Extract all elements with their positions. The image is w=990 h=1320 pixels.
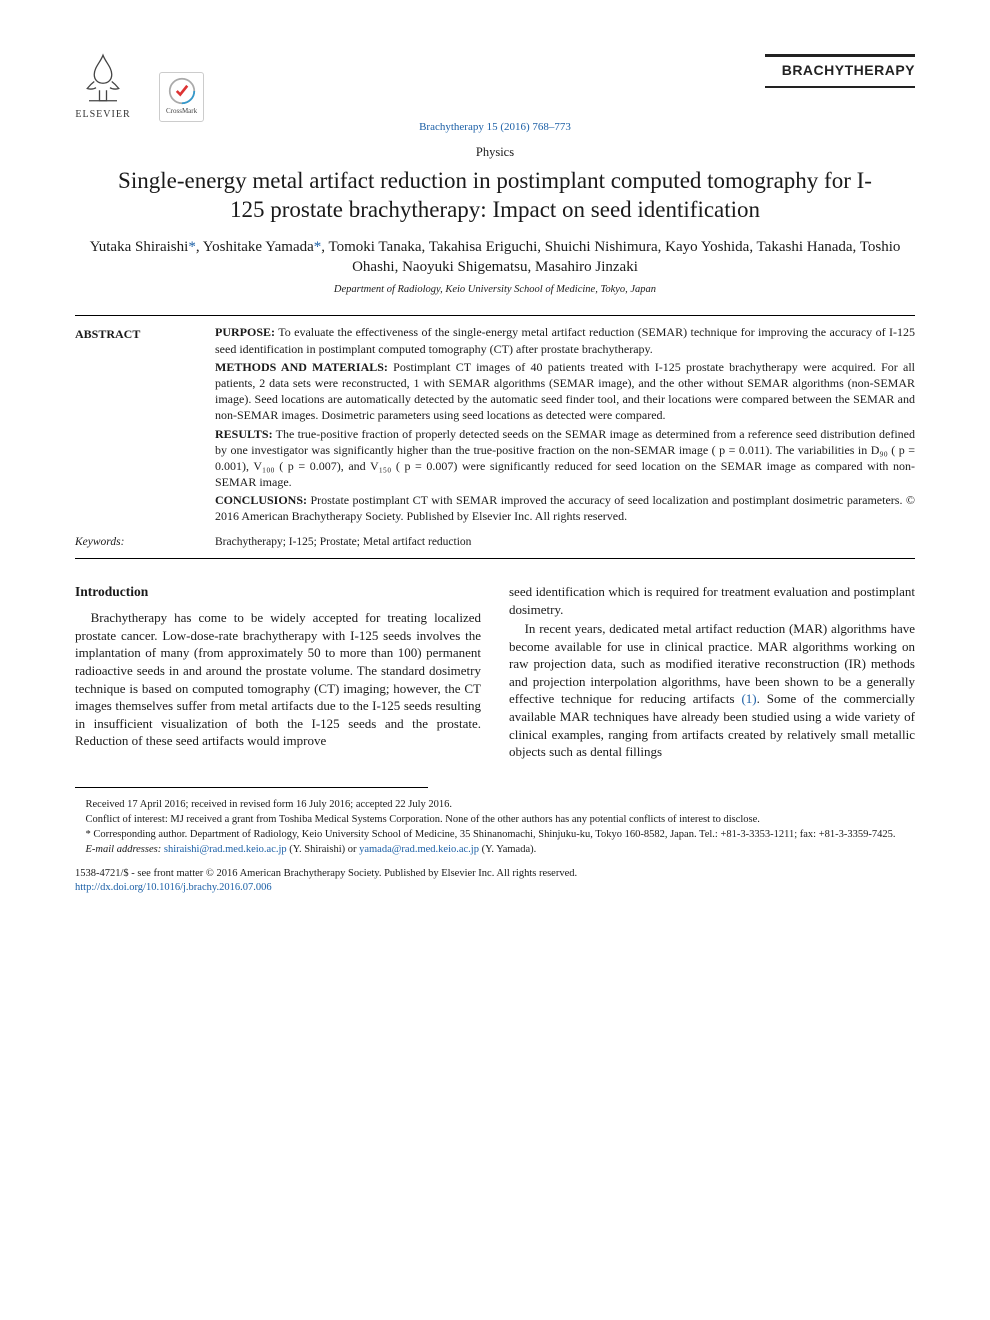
rule-top — [75, 315, 915, 316]
corresponding-asterisk: * — [188, 239, 196, 255]
abstract-methods-head: METHODS AND MATERIALS: — [215, 360, 388, 374]
abstract-results-head: RESULTS: — [215, 427, 273, 441]
email-2[interactable]: yamada@rad.med.keio.ac.jp — [359, 844, 479, 855]
abstract-purpose: To evaluate the effectiveness of the sin… — [215, 325, 915, 355]
corresponding-asterisk: * — [314, 239, 322, 255]
intro-p1b: seed identification which is required fo… — [509, 583, 915, 618]
logo-group: ELSEVIER CrossMark — [75, 50, 204, 122]
ref-link-1[interactable]: (1) — [741, 691, 756, 706]
footnote-corresponding: * Corresponding author. Department of Ra… — [75, 828, 915, 842]
article-body: Introduction Brachytherapy has come to b… — [75, 583, 915, 760]
footnote-coi: Conflict of interest: MJ received a gran… — [75, 813, 915, 827]
article-section: Physics — [75, 144, 915, 161]
elsevier-tree-icon — [75, 50, 131, 106]
journal-name: BRACHYTHERAPY — [715, 61, 915, 80]
footnote-rule-block — [75, 787, 428, 794]
rule-bottom — [75, 558, 915, 559]
email-1-who: (Y. Shiraishi) or — [289, 844, 356, 855]
footnote-emails: E-mail addresses: shiraishi@rad.med.keio… — [75, 843, 915, 857]
crossmark-badge[interactable]: CrossMark — [159, 72, 204, 121]
crossmark-label: CrossMark — [166, 107, 197, 116]
copyright-line: 1538-4721/$ - see front matter © 2016 Am… — [75, 867, 915, 881]
keywords-label: Keywords: — [75, 535, 195, 551]
intro-p2: In recent years, dedicated metal artifac… — [509, 620, 915, 760]
abstract-block: ABSTRACT PURPOSE: To evaluate the effect… — [75, 324, 915, 526]
article-title: Single-energy metal artifact reduction i… — [105, 167, 885, 225]
abstract-label: ABSTRACT — [75, 324, 195, 526]
abstract-results: The true-positive fraction of properly d… — [215, 427, 915, 490]
elsevier-wordmark: ELSEVIER — [75, 108, 130, 122]
page-header: ELSEVIER CrossMark BRACHYTHERAPY — [75, 50, 915, 122]
journal-brand: BRACHYTHERAPY — [715, 50, 915, 88]
copyright-block: 1538-4721/$ - see front matter © 2016 Am… — [75, 867, 915, 895]
brand-bar-bottom — [765, 86, 915, 88]
citation-link[interactable]: Brachytherapy 15 (2016) 768–773 — [419, 121, 571, 133]
citation-line: Brachytherapy 15 (2016) 768–773 — [75, 120, 915, 135]
affiliation: Department of Radiology, Keio University… — [75, 283, 915, 297]
footnotes: Received 17 April 2016; received in revi… — [75, 798, 915, 858]
email-1[interactable]: shiraishi@rad.med.keio.ac.jp — [164, 844, 287, 855]
abstract-purpose-head: PURPOSE: — [215, 325, 275, 339]
intro-heading: Introduction — [75, 583, 481, 601]
email-2-who: (Y. Yamada). — [482, 844, 537, 855]
brand-bar-top — [765, 54, 915, 57]
intro-p1: Brachytherapy has come to be widely acce… — [75, 609, 481, 749]
author-list: Yutaka Shiraishi*, Yoshitake Yamada*, To… — [85, 237, 905, 278]
abstract-body: PURPOSE: To evaluate the effectiveness o… — [215, 324, 915, 526]
crossmark-icon — [168, 77, 196, 105]
keywords-block: Keywords: Brachytherapy; I-125; Prostate… — [75, 535, 915, 551]
keywords-text: Brachytherapy; I-125; Prostate; Metal ar… — [215, 535, 915, 551]
abstract-conclusions: Prostate postimplant CT with SEMAR impro… — [215, 493, 915, 523]
elsevier-logo: ELSEVIER — [75, 50, 131, 122]
abstract-conclusions-head: CONCLUSIONS: — [215, 493, 307, 507]
email-label: E-mail addresses: — [86, 844, 162, 855]
doi-link[interactable]: http://dx.doi.org/10.1016/j.brachy.2016.… — [75, 881, 915, 895]
footnote-received: Received 17 April 2016; received in revi… — [75, 798, 915, 812]
